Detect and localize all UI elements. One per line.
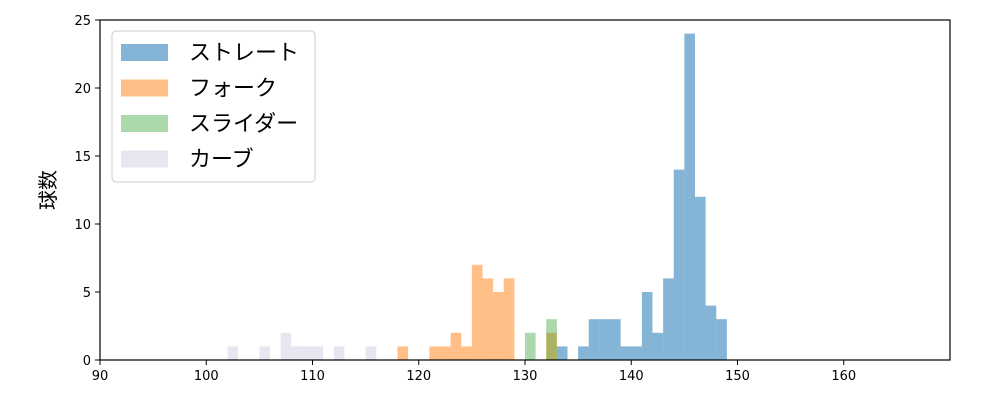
x-tick-label: 160: [831, 369, 856, 384]
x-tick-label: 110: [300, 369, 325, 384]
series-0-bar: [599, 319, 610, 360]
legend-label: ストレート: [189, 41, 299, 66]
y-tick-label: 0: [83, 354, 91, 369]
series-0-bar: [652, 332, 664, 360]
series-3-bar: [227, 346, 239, 360]
legend-box: [111, 30, 316, 183]
y-axis: 0 5 10 15 20 25: [74, 14, 100, 369]
series-0-bar: [610, 319, 621, 360]
series-2-bar: [525, 332, 536, 360]
series-3-bar: [333, 346, 345, 360]
series-1-bar: [482, 278, 494, 360]
series-1-bar: [450, 332, 462, 360]
x-axis: 90 100 110 120 130 140 150 160: [92, 360, 856, 384]
y-tick-label: 10: [74, 218, 91, 233]
x-tick-label: 100: [194, 369, 219, 384]
series-0-bar: [620, 346, 632, 360]
x-tick-label: 140: [619, 369, 644, 384]
legend-swatch: [121, 150, 168, 168]
legend-label: フォーク: [189, 77, 277, 102]
series-2-bar: [546, 319, 557, 360]
legend-label: スライダー: [189, 112, 298, 137]
series-0-bar: [588, 319, 600, 360]
y-tick-label: 25: [74, 14, 91, 29]
series-1-bar: [493, 292, 504, 360]
series-0-bar: [556, 346, 568, 360]
series-0-bar: [716, 319, 727, 360]
legend-swatch: [121, 115, 168, 132]
series-1-bar: [503, 278, 515, 360]
series-0-bar: [663, 278, 674, 360]
series-3-bar: [280, 332, 292, 360]
series-1-bar: [546, 332, 557, 360]
series-0-bar: [641, 292, 653, 360]
y-tick-label: 15: [74, 150, 91, 165]
series-0-bar: [631, 346, 642, 360]
series-0-bar: [578, 346, 589, 360]
series-0-bar: [695, 196, 706, 360]
series-3-bar: [365, 346, 377, 360]
series-1-bar: [429, 346, 440, 360]
y-tick-label: 20: [74, 82, 91, 97]
series-0-bar: [684, 33, 695, 360]
legend-swatch: [121, 79, 168, 97]
bars-layer: [227, 33, 727, 360]
series-3-bar: [259, 346, 270, 360]
x-tick-label: 90: [92, 369, 109, 384]
series-0-bar: [705, 305, 717, 360]
x-tick-label: 150: [725, 369, 750, 384]
legend-swatch: [121, 44, 168, 61]
series-1-bar: [397, 346, 409, 360]
series-3-bar: [301, 346, 313, 360]
series-1-bar: [440, 346, 451, 360]
x-tick-label: 120: [406, 369, 431, 384]
series-1-bar: [471, 264, 483, 360]
series-1-bar: [461, 346, 472, 360]
series-3-bar: [291, 346, 302, 360]
y-tick-label: 5: [83, 286, 91, 301]
series-0-bar: [673, 169, 685, 360]
x-tick-label: 130: [513, 369, 538, 384]
legend-label: カーブ: [189, 148, 254, 173]
series-3-bar: [312, 346, 324, 360]
y-axis-label: 球数: [36, 170, 60, 210]
